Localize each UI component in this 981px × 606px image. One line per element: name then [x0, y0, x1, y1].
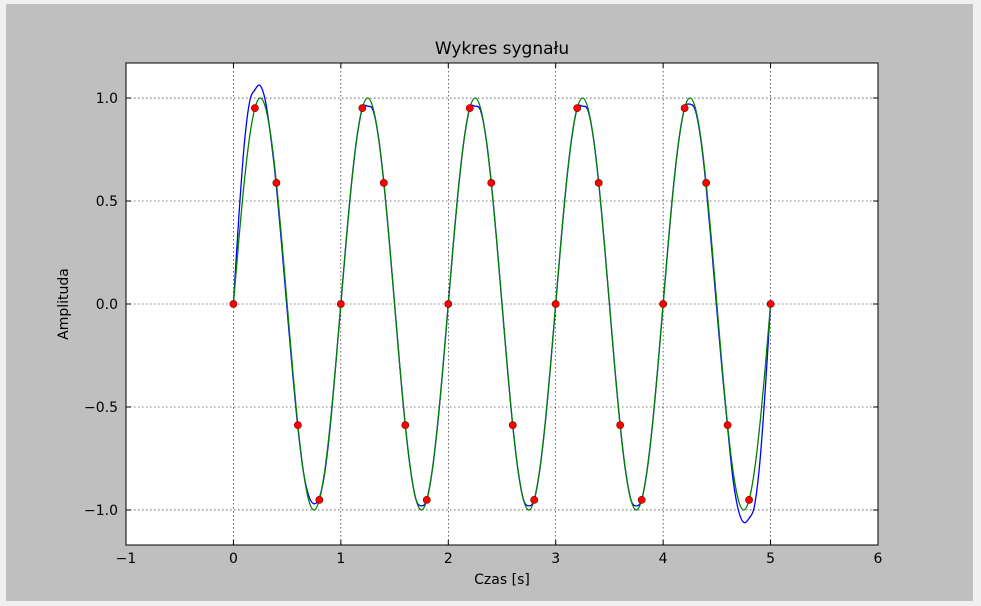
y-tick-label: −1.0: [84, 503, 118, 519]
x-tick-label: 3: [551, 551, 560, 567]
y-tick-label: 0.5: [96, 194, 118, 210]
sample-point: [573, 104, 582, 113]
figure-background: −1 0 1 2 3 4 5 6 −1.0 −0.5 0.0 0.5 1.0 Wykres sygnał…: [6, 4, 973, 601]
sample-point: [358, 104, 367, 113]
sample-point: [444, 300, 453, 308]
sample-point: [530, 495, 539, 504]
sample-point: [251, 104, 259, 113]
axis-ticks: −1 0 1 2 3 4 5 6 −1.0 −0.5 0.0 0.5 1.0: [84, 63, 883, 567]
sample-point: [637, 495, 646, 504]
y-tick-label: 1.0: [96, 91, 118, 107]
x-tick-label: 5: [766, 551, 775, 567]
x-axis-label: Czas [s]: [474, 572, 530, 588]
sample-point: [401, 421, 410, 430]
sample-point: [659, 300, 668, 308]
sample-point: [766, 300, 775, 308]
sample-point: [379, 178, 388, 187]
sample-point: [551, 300, 560, 308]
sample-point: [616, 421, 625, 430]
sample-point: [680, 104, 689, 113]
sample-point: [336, 300, 345, 308]
y-tick-label: 0.0: [96, 297, 118, 313]
sample-point: [293, 421, 302, 430]
y-axis-label: Amplituda: [56, 268, 72, 340]
sample-point: [229, 300, 238, 308]
x-tick-label: 2: [444, 551, 453, 567]
sample-point: [723, 421, 732, 430]
x-tick-label: 6: [874, 551, 883, 567]
sample-point: [508, 421, 517, 430]
chart-title: Wykres sygnału: [435, 39, 569, 59]
sample-point: [487, 178, 496, 187]
sample-points: [229, 104, 775, 504]
chart: −1 0 1 2 3 4 5 6 −1.0 −0.5 0.0 0.5 1.0 Wykres sygnał…: [56, 39, 883, 588]
x-tick-label: 0: [229, 551, 238, 567]
sample-point: [465, 104, 474, 113]
sample-point: [702, 178, 711, 187]
x-tick-label: −1: [116, 551, 137, 567]
series-line-1: [232, 97, 772, 511]
sample-point: [315, 495, 324, 504]
y-tick-label: −0.5: [84, 400, 118, 416]
x-tick-label: 1: [336, 551, 345, 567]
sample-point: [422, 495, 431, 504]
sample-point: [272, 178, 281, 187]
x-tick-label: 4: [659, 551, 668, 567]
series-layer: [232, 84, 772, 524]
sample-point: [745, 495, 753, 504]
sample-point: [594, 178, 603, 187]
